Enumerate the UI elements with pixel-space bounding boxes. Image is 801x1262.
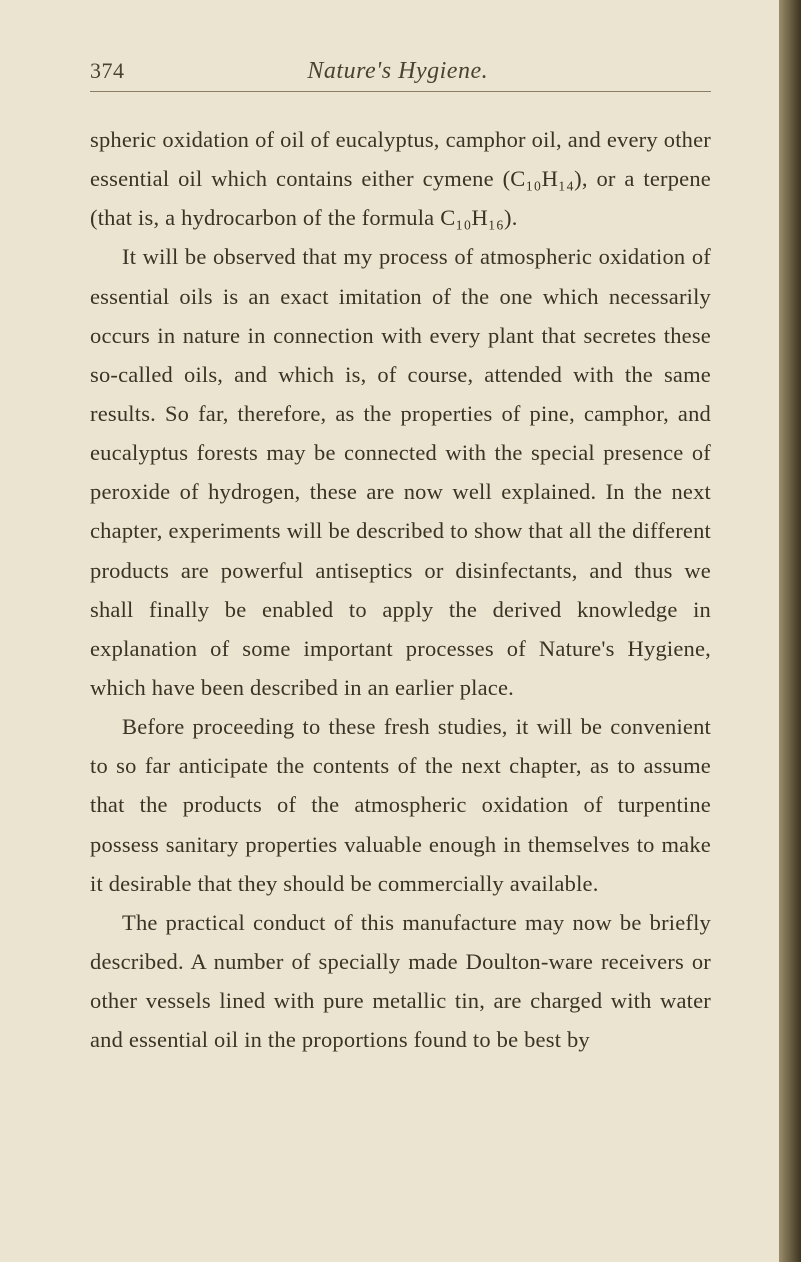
page-number: 374	[90, 58, 125, 84]
header-divider	[90, 91, 711, 92]
paragraph-2: It will be observed that my process of a…	[90, 237, 711, 707]
page-content: 374 Nature's Hygiene. spheric oxidation …	[0, 0, 801, 1109]
body-text: spheric oxidation of oil of eucalyptus, …	[90, 120, 711, 1059]
paragraph-1: spheric oxidation of oil of eucalyptus, …	[90, 120, 711, 237]
paragraph-3: Before proceeding to these fresh studies…	[90, 707, 711, 903]
page-binding-edge	[779, 0, 801, 1262]
paragraph-4: The practical conduct of this manufactur…	[90, 903, 711, 1060]
running-title: Nature's Hygiene.	[125, 58, 712, 85]
page-header: 374 Nature's Hygiene.	[90, 58, 711, 85]
